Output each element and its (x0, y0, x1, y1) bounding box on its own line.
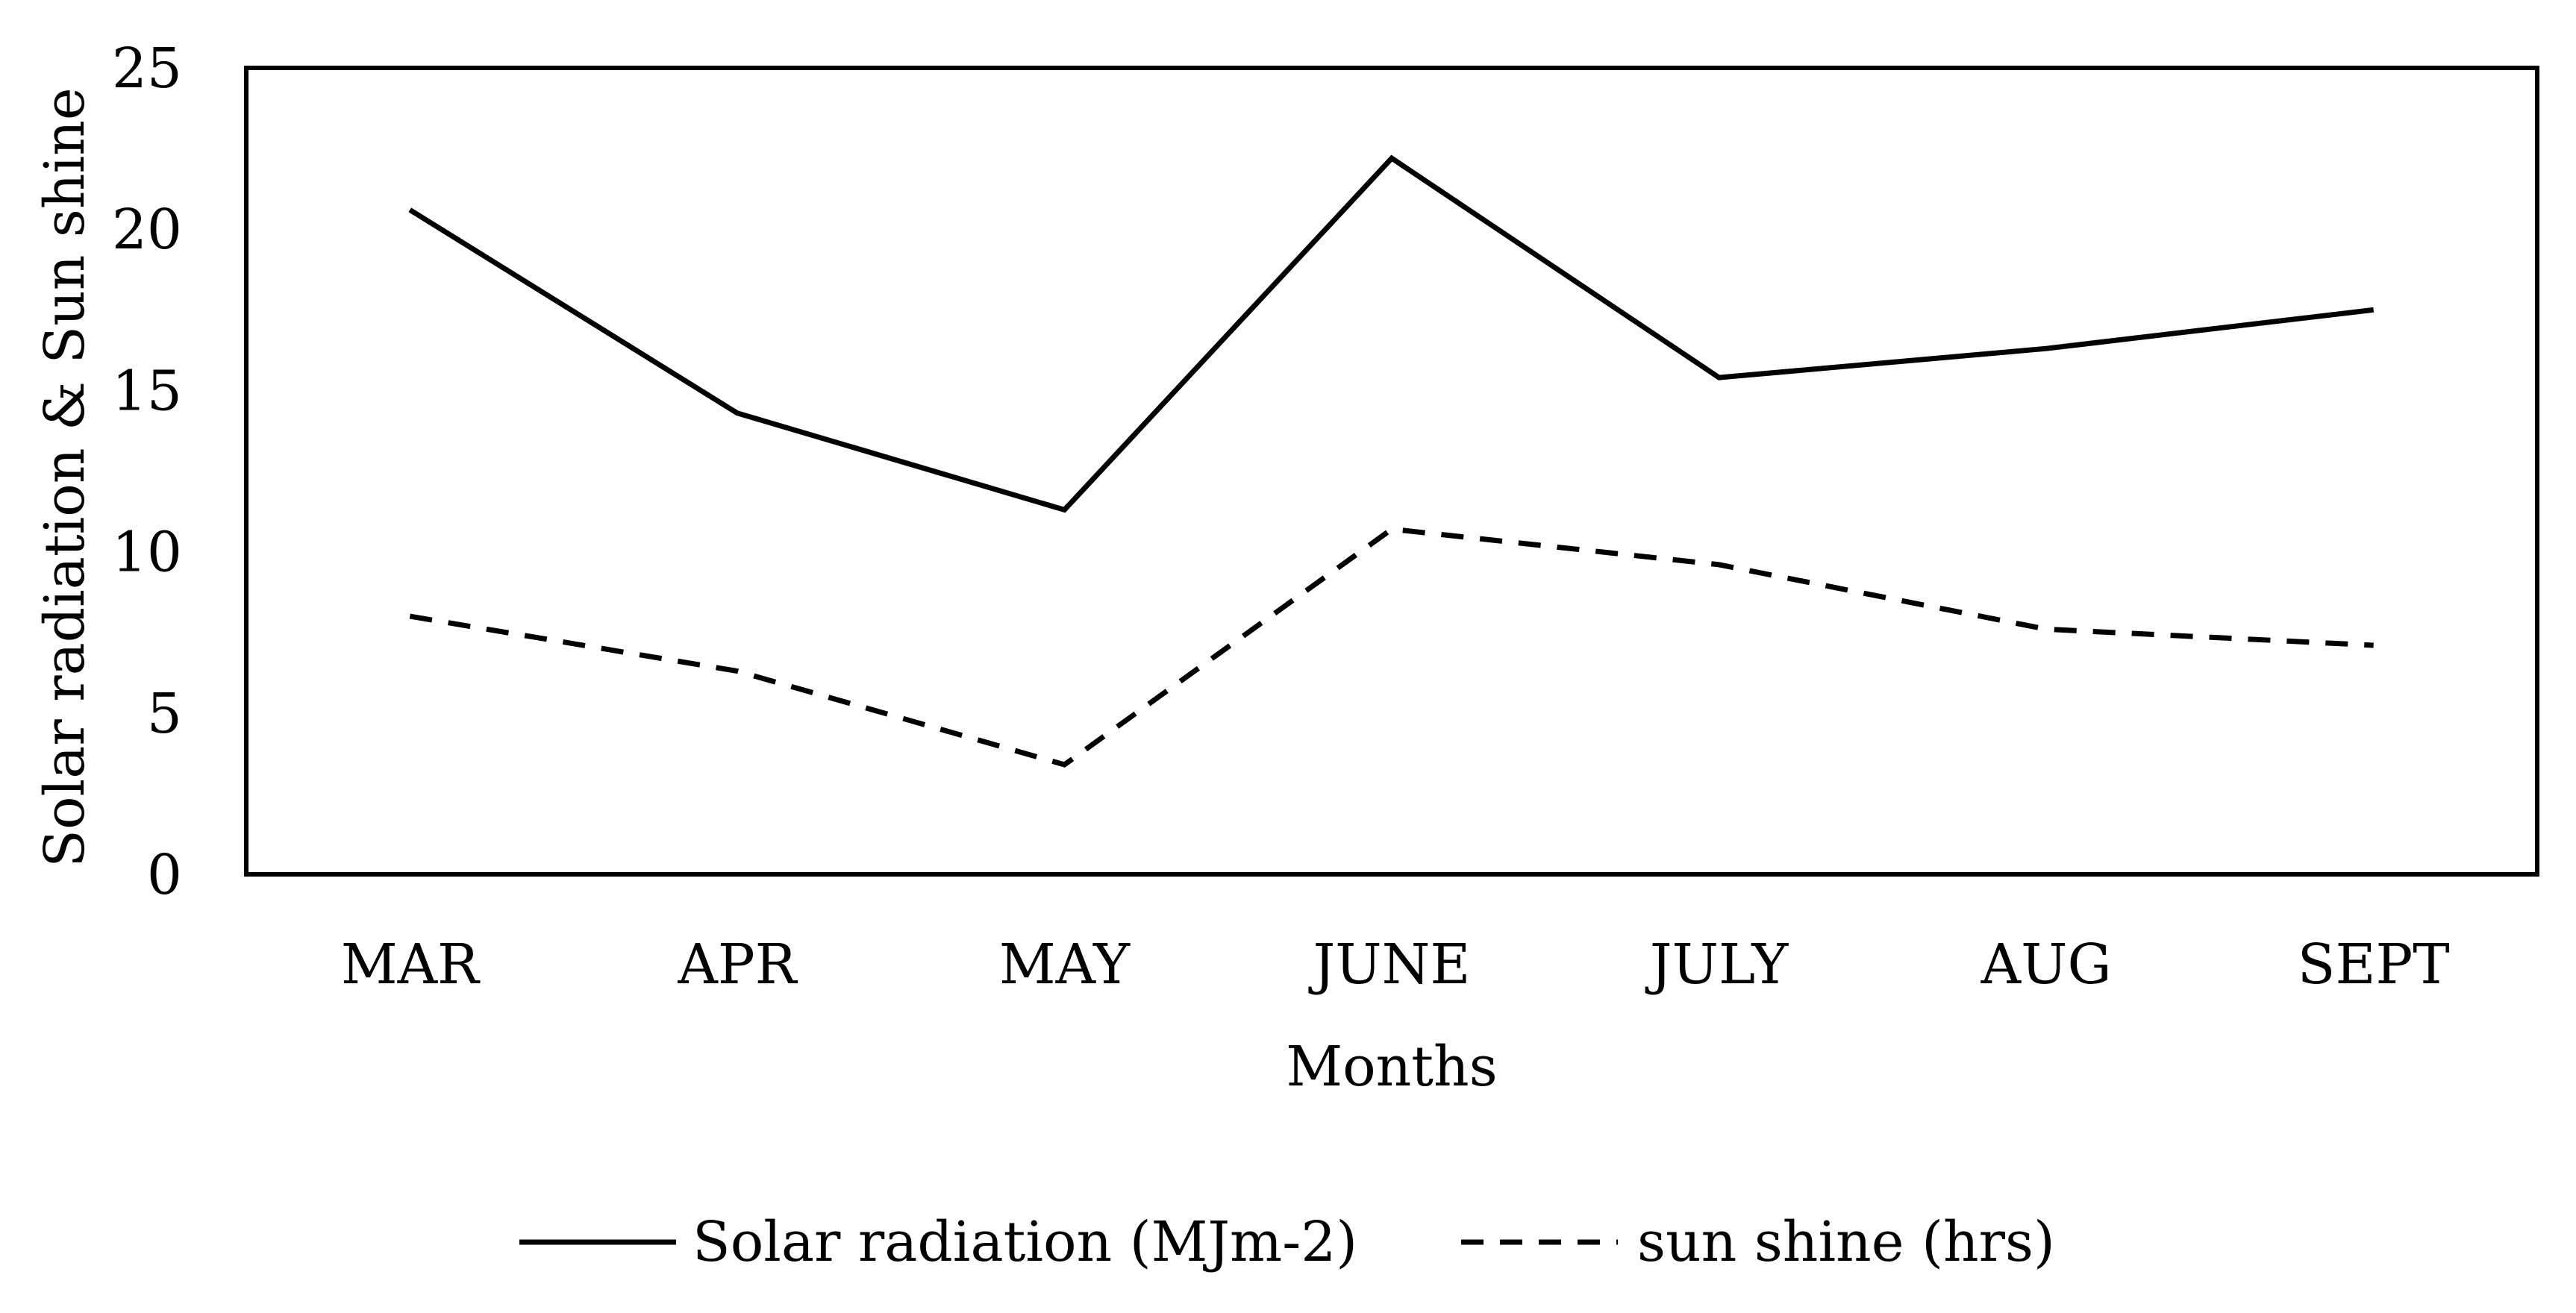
x-tick-label: SEPT (2298, 933, 2450, 997)
legend: Solar radiation (MJm-2) sun shine (hrs) (519, 1210, 2055, 1274)
legend-label: Solar radiation (MJm-2) (693, 1210, 1357, 1274)
x-axis-title: Months (1286, 1035, 1497, 1099)
y-tick-label: 5 (147, 682, 182, 746)
series-line-sun-shine (409, 526, 2374, 768)
x-axis-ticks: MAR APR MAY JUNE JULY AUG SEPT (341, 933, 2450, 997)
legend-item-solar-radiation: Solar radiation (MJm-2) (519, 1210, 1357, 1274)
x-tick-label: APR (677, 933, 798, 997)
x-tick-label: JUNE (1308, 933, 1471, 997)
x-tick-label: JULY (1645, 933, 1789, 997)
y-axis-ticks: 0 5 10 15 20 25 (112, 37, 182, 907)
y-tick-label: 10 (112, 521, 182, 585)
y-axis-title: Solar radiation & Sun shine (33, 87, 97, 867)
legend-item-sun-shine: sun shine (hrs) (1461, 1210, 2055, 1274)
x-tick-label: AUG (1981, 933, 2112, 997)
y-tick-label: 15 (112, 359, 182, 423)
x-tick-label: MAR (341, 933, 481, 997)
legend-label: sun shine (hrs) (1637, 1210, 2055, 1274)
series-layer (408, 154, 2375, 768)
plot-area-border (244, 66, 2539, 877)
y-tick-label: 20 (112, 198, 182, 262)
y-tick-label: 0 (147, 843, 182, 907)
x-tick-label: MAY (999, 933, 1131, 997)
y-tick-label: 25 (112, 37, 182, 101)
series-line-solar-radiation (408, 154, 2375, 513)
